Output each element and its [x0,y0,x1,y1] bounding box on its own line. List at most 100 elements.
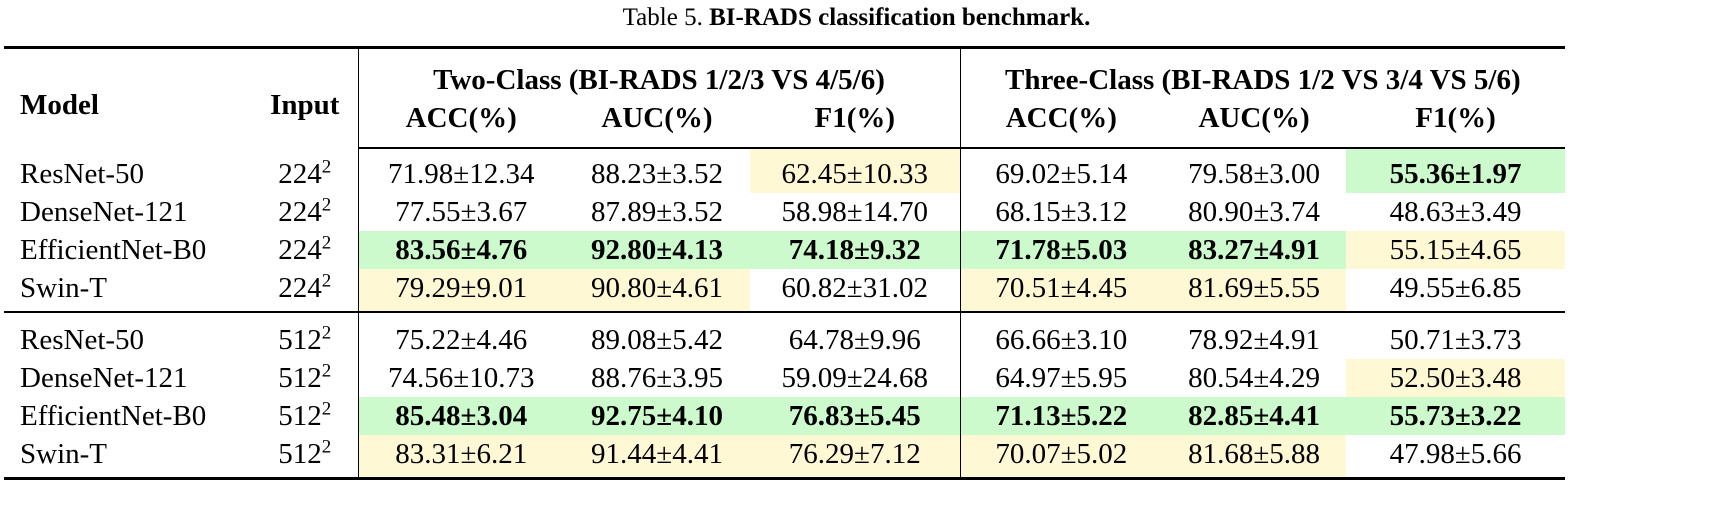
header-acc: ACC(%) [357,99,564,149]
model-name: DenseNet-121 [20,362,188,394]
input-base: 224 [278,234,322,266]
metric-cell: 83.31±6.21 [357,435,564,480]
metric-cell: 58.98±14.70 [781,196,928,228]
table-row: Swin-T 2242 79.29±9.01 90.80±4.61 60.82±31.0… [4,269,1566,313]
group-224: ResNet-50 2242 71.98±12.34 88.23±3.52 62.45±… [4,148,1566,313]
metric-cell: 90.80±4.61 [564,269,750,313]
table-row: EfficientNet-B0 2242 83.56±4.76 92.80±4.13 7… [4,231,1566,269]
input-exponent: 2 [321,194,332,216]
metric-cell: 78.92±4.91 [1188,324,1320,356]
input-size: 5122 [252,435,358,480]
metric-cell: 92.80±4.13 [564,231,750,269]
metric-cell: 64.78±9.96 [788,324,921,356]
input-base: 512 [278,438,322,470]
metric-cell: 74.18±9.32 [750,231,961,269]
metric-cell: 50.71±3.73 [1389,324,1522,356]
metric-cell: 48.63±3.49 [1389,196,1522,228]
metric-cell: 60.82±31.02 [750,269,961,313]
metric-cell: 92.75±4.10 [564,397,750,435]
metric-cell: 88.76±3.95 [591,362,723,394]
metric-cell: 87.89±3.52 [591,196,723,228]
metric-cell: 76.29±7.12 [750,435,961,480]
input-base: 224 [278,157,322,190]
metric-cell: 71.78±5.03 [959,231,1163,269]
input-exponent: 2 [321,322,332,344]
header-model: Model [4,46,252,148]
group-512: ResNet-50 5122 75.22±4.46 89.08±5.42 64.78±9… [4,312,1566,480]
model-name: EfficientNet-B0 [20,234,207,266]
model-name: EfficientNet-B0 [20,400,207,432]
header-auc: AUC(%) [564,99,750,149]
caption-title: BI-RADS classification benchmark. [709,4,1091,31]
metric-cell: 77.55±3.67 [357,193,564,231]
input-size: 5122 [252,312,358,359]
input-exponent: 2 [321,155,332,177]
header-row-metrics: ACC(%) AUC(%) F1(%) ACC(%) AUC(%) F1(%) [4,99,1566,149]
metric-cell: 62.45±10.33 [750,148,961,193]
metric-cell: 79.29±9.01 [357,269,564,313]
input-exponent: 2 [321,398,332,420]
metric-cell: 66.66±3.10 [959,312,1163,359]
input-base: 224 [278,272,322,304]
table-row: EfficientNet-B0 5122 85.48±3.04 92.75±4.10 7… [4,397,1566,435]
input-base: 512 [278,324,322,356]
metric-cell: 59.09±24.68 [781,362,928,394]
metric-cell: 68.15±3.12 [959,193,1163,231]
header-input: Input [252,46,358,148]
input-size: 2242 [252,193,358,231]
input-base: 512 [278,400,322,432]
header-f1: F1(%) [750,99,961,149]
metric-cell: 80.54±4.29 [1188,362,1320,394]
metric-cell: 55.73±3.22 [1346,397,1566,435]
input-base: 512 [278,362,322,394]
header-acc: ACC(%) [959,99,1163,149]
input-size: 5122 [252,359,358,397]
metric-cell: 79.58±3.00 [1188,158,1320,190]
metric-cell: 80.90±3.74 [1188,196,1320,228]
metric-cell: 64.97±5.95 [959,359,1163,397]
input-size: 2242 [252,269,358,313]
input-exponent: 2 [321,436,332,458]
model-name: ResNet-50 [20,157,145,190]
metric-cell: 82.85±4.41 [1162,397,1347,435]
metric-cell: 55.15±4.65 [1346,231,1566,269]
table-row: DenseNet-121 5122 74.56±10.73 88.76±3.95 59.… [4,359,1566,397]
metric-cell: 70.07±5.02 [959,435,1163,480]
table-row: ResNet-50 5122 75.22±4.46 89.08±5.42 64.78±9… [4,312,1565,359]
metric-cell: 85.48±3.04 [357,397,564,435]
metric-cell: 49.55±6.85 [1346,269,1566,313]
input-size: 2242 [252,231,358,269]
benchmark-table: Model Input Two-Class (BI-RADS 1/2/3 VS … [4,46,1566,480]
metric-cell: 69.02±5.14 [959,148,1163,193]
input-size: 2242 [252,148,358,193]
metric-cell: 75.22±4.46 [357,312,564,359]
input-exponent: 2 [321,360,332,382]
metric-cell: 74.56±10.73 [357,359,564,397]
metric-cell: 81.69±5.55 [1162,269,1347,313]
caption-prefix: Table 5. [622,4,710,31]
metric-cell: 71.13±5.22 [959,397,1163,435]
table-row: DenseNet-121 2242 77.55±3.67 87.89±3.52 58.9… [4,193,1565,231]
model-name: Swin-T [4,435,252,480]
metric-cell: 83.56±4.76 [357,231,564,269]
header-auc: AUC(%) [1162,99,1347,149]
metric-cell: 70.51±4.45 [959,269,1163,313]
metric-cell: 47.98±5.66 [1346,435,1566,480]
metric-cell: 76.83±5.45 [750,397,961,435]
metric-cell: 71.98±12.34 [357,148,564,193]
metric-cell: 52.50±3.48 [1346,359,1566,397]
table-row: ResNet-50 2242 71.98±12.34 88.23±3.52 62.45±… [4,148,1566,193]
table-row: Swin-T 5122 83.31±6.21 91.44±4.41 76.29±7.12… [4,435,1566,480]
metric-cell: 83.27±4.91 [1162,231,1347,269]
header-two-class: Two-Class (BI-RADS 1/2/3 VS 4/5/6) [357,46,961,99]
metric-cell: 88.23±3.52 [591,158,723,190]
input-exponent: 2 [321,232,332,254]
metric-cell: 91.44±4.41 [564,435,750,480]
model-name: ResNet-50 [20,324,145,356]
input-exponent: 2 [321,270,332,292]
header-three-class: Three-Class (BI-RADS 1/2 VS 3/4 VS 5/6) [959,46,1566,99]
metric-cell: 55.36±1.97 [1346,148,1566,193]
metric-cell: 81.68±5.88 [1162,435,1347,480]
model-name: DenseNet-121 [20,196,188,228]
table-caption: Table 5. BI-RADS classification benchmar… [0,4,1713,32]
